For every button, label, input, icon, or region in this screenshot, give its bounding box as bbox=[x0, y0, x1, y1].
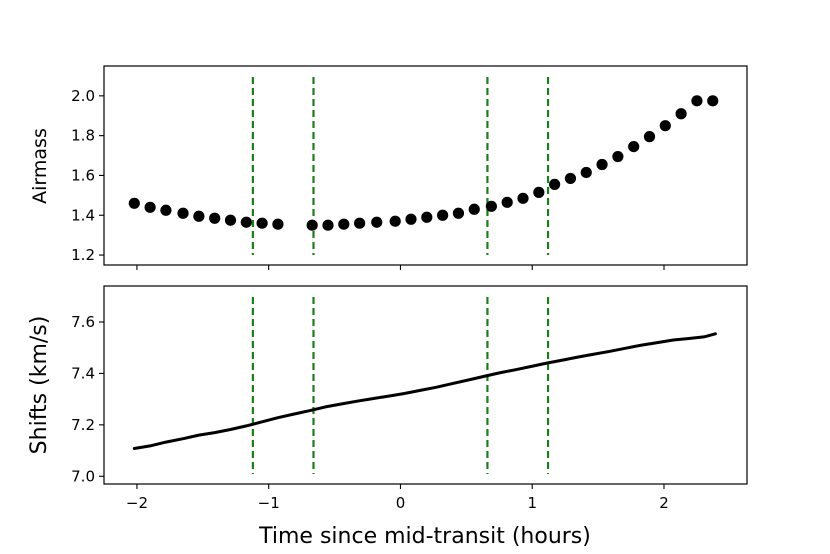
airmass-point bbox=[306, 219, 318, 231]
airmass-point bbox=[338, 218, 350, 230]
shifts-y-tick-label: 7.4 bbox=[71, 364, 95, 382]
airmass-y-tick-label: 1.2 bbox=[71, 246, 95, 264]
airmass-point bbox=[272, 218, 284, 230]
airmass-point bbox=[354, 217, 366, 229]
airmass-axes-frame bbox=[103, 65, 748, 266]
airmass-point bbox=[128, 197, 140, 209]
airmass-point bbox=[160, 204, 172, 216]
top-y-axis-label: Airmass bbox=[29, 128, 51, 204]
airmass-point bbox=[240, 216, 252, 228]
airmass-y-tick-label: 1.6 bbox=[71, 166, 95, 184]
airmass-point bbox=[659, 120, 671, 132]
airmass-point bbox=[643, 131, 656, 143]
airmass-y-tick-label: 1.8 bbox=[71, 127, 95, 145]
airmass-point bbox=[421, 211, 433, 223]
airmass-point bbox=[193, 210, 205, 222]
airmass-point bbox=[612, 150, 624, 163]
x-axis-label: Time since mid-transit (hours) bbox=[258, 524, 591, 549]
airmass-point bbox=[628, 140, 640, 153]
airmass-point bbox=[517, 192, 529, 204]
airmass-point bbox=[144, 201, 156, 213]
airmass-point bbox=[322, 219, 334, 231]
x-tick-label: 1 bbox=[527, 494, 537, 512]
airmass-point bbox=[691, 95, 703, 107]
airmass-point bbox=[707, 95, 719, 107]
airmass-y-tick-label: 1.4 bbox=[71, 206, 95, 224]
airmass-point bbox=[405, 213, 417, 225]
airmass-y-tick-label: 2.0 bbox=[71, 87, 95, 105]
airmass-point bbox=[177, 207, 189, 219]
airmass-point bbox=[256, 217, 268, 229]
airmass-panel: 1.2 1.4 1.6 1.8 2.0 bbox=[71, 65, 748, 270]
airmass-point bbox=[209, 212, 221, 224]
shifts-y-tick-label: 7.0 bbox=[71, 467, 95, 485]
airmass-point bbox=[371, 216, 383, 228]
x-tick-label: −1 bbox=[258, 494, 280, 512]
shifts-series-line bbox=[132, 332, 717, 450]
x-tick-label: −2 bbox=[126, 494, 148, 512]
shifts-y-tick-label: 7.6 bbox=[71, 313, 95, 331]
x-tick-label: 0 bbox=[396, 494, 406, 512]
airmass-point bbox=[549, 178, 561, 191]
airmass-point bbox=[437, 209, 449, 221]
shifts-y-tick-label: 7.2 bbox=[71, 416, 95, 434]
airmass-point bbox=[533, 186, 545, 198]
shifts-panel: 7.0 7.2 7.4 7.6 −2 −1 0 1 2 bbox=[71, 285, 748, 512]
airmass-point bbox=[389, 215, 401, 227]
airmass-point bbox=[675, 108, 687, 120]
airmass-point bbox=[501, 196, 513, 208]
airmass-point bbox=[485, 200, 497, 212]
shifts-axes-frame bbox=[103, 285, 748, 485]
airmass-point bbox=[452, 207, 465, 219]
airmass-point bbox=[564, 172, 577, 185]
airmass-point bbox=[468, 203, 480, 215]
airmass-point bbox=[580, 166, 592, 179]
airmass-point bbox=[596, 158, 608, 171]
x-tick-label: 2 bbox=[659, 494, 669, 512]
airmass-point bbox=[224, 214, 237, 226]
bottom-y-axis-label: Shifts (km/s) bbox=[27, 316, 52, 455]
